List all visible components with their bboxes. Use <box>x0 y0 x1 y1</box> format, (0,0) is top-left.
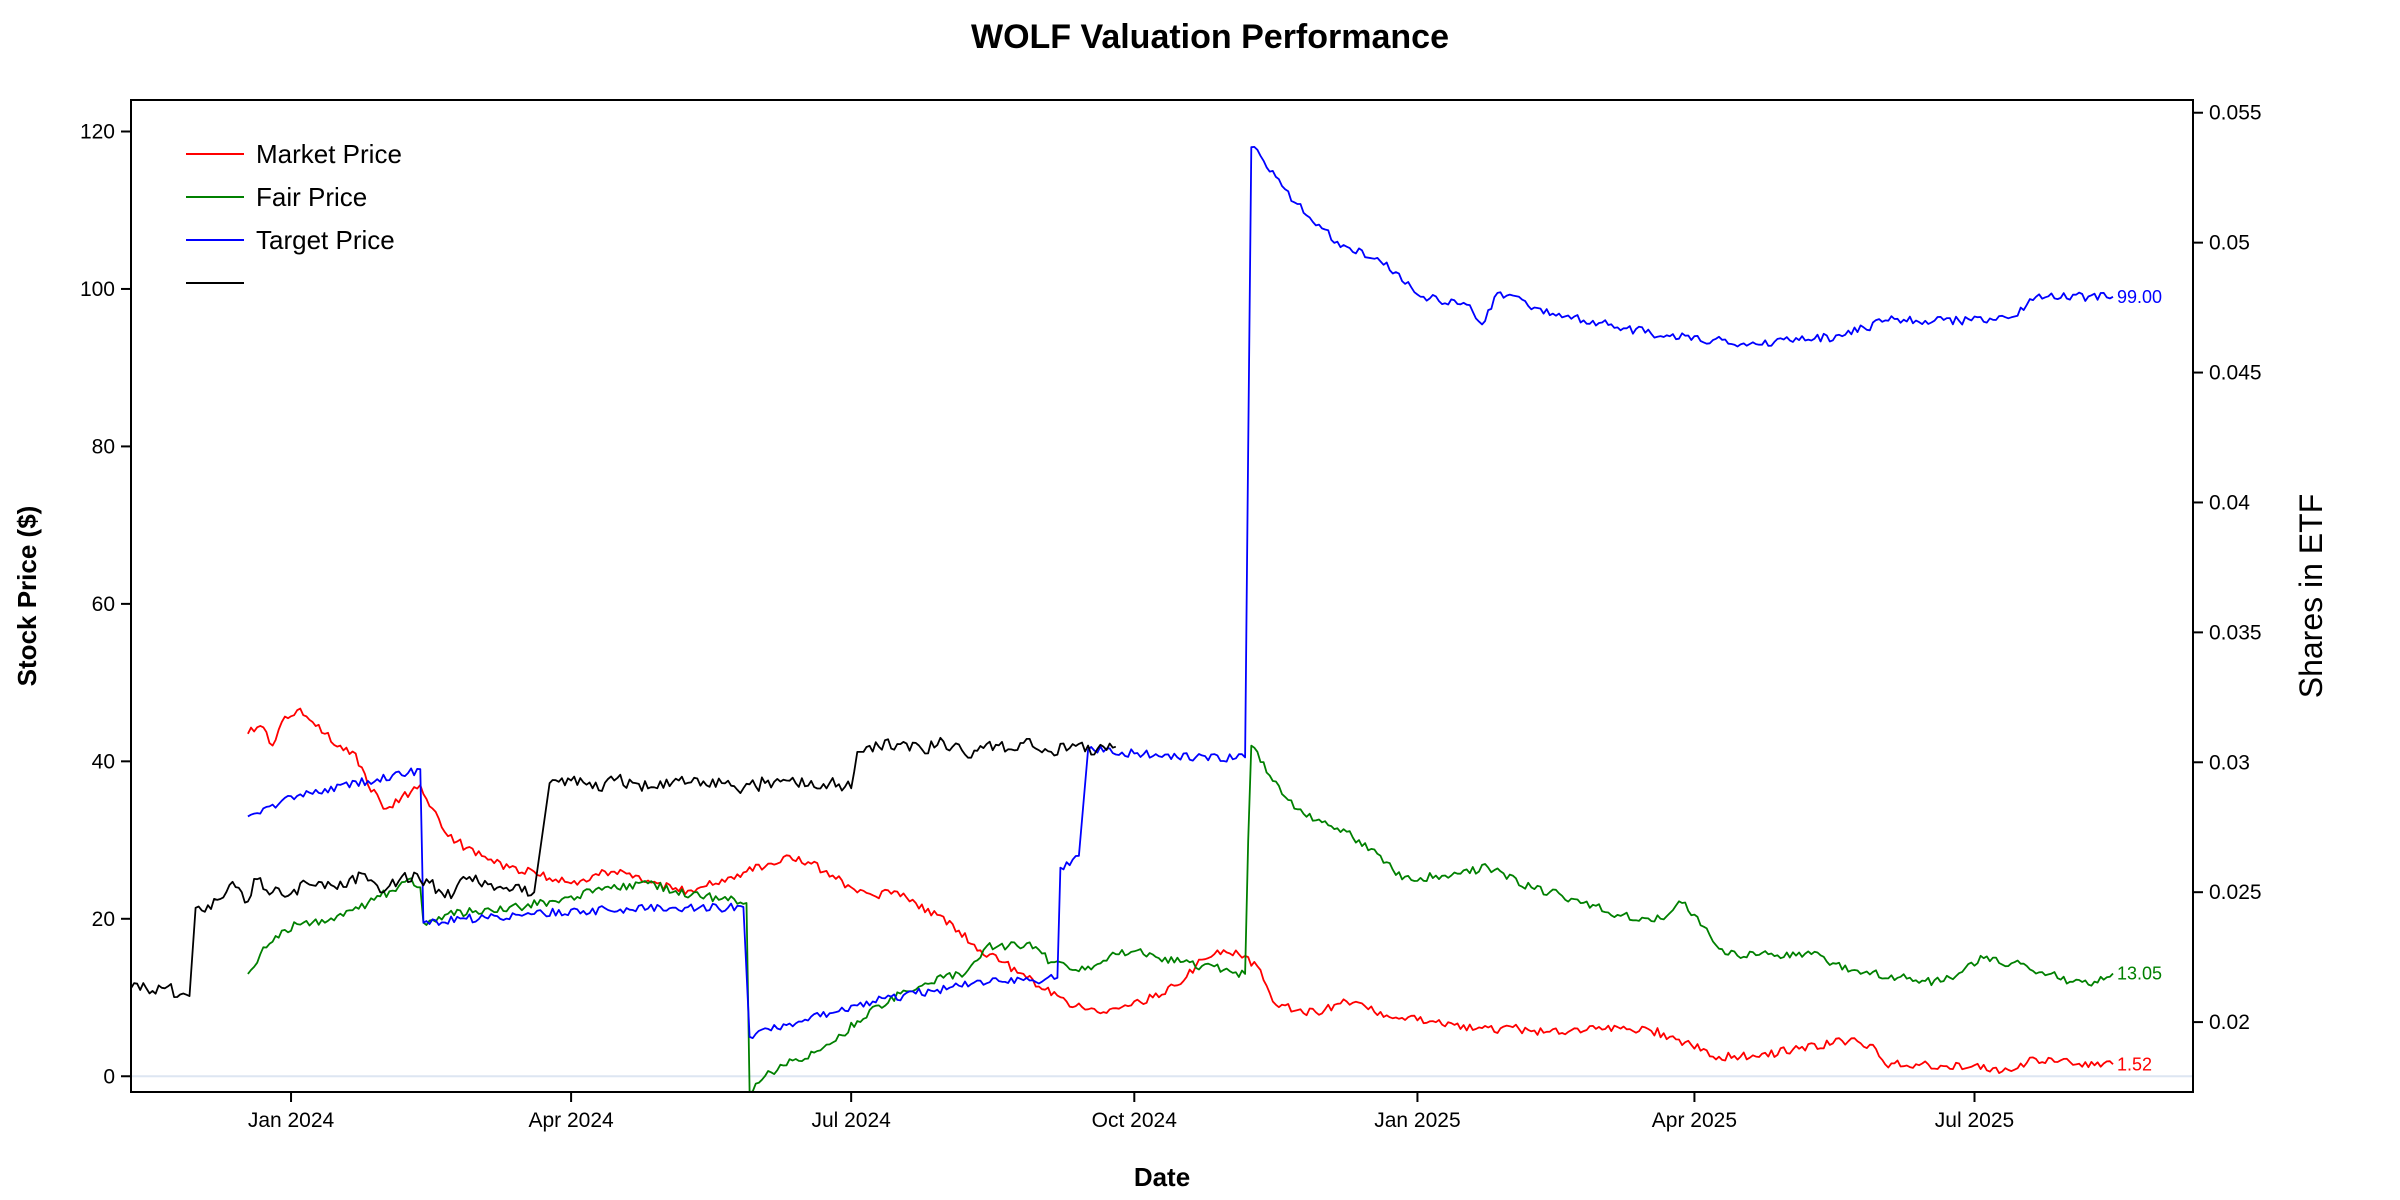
legend-label: Fair Price <box>256 182 367 212</box>
y-tick-label: 120 <box>80 120 115 143</box>
end-label-market-price: 1.52 <box>2117 1054 2152 1074</box>
y2-tick-label: 0.03 <box>2209 751 2250 774</box>
plot-area <box>130 146 2193 1093</box>
y2-tick-label: 0.05 <box>2209 232 2250 255</box>
y-tick-label: 40 <box>92 750 115 773</box>
legend-label: Market Price <box>256 139 402 169</box>
end-labels: 1.52 13.05 99.00 <box>2117 287 2162 1074</box>
y-tick-label: 100 <box>80 278 115 301</box>
x-axis-title: Date <box>1134 1162 1190 1192</box>
y2-tick-label: 0.04 <box>2209 491 2250 514</box>
y2-axis-title: Shares in ETF <box>2293 494 2329 699</box>
legend-label: Target Price <box>256 225 395 255</box>
y-tick-label: 60 <box>92 593 115 616</box>
y2-tick-label: 0.02 <box>2209 1011 2250 1034</box>
x-tick-label: Oct 2024 <box>1092 1109 1178 1132</box>
series-line-market-price <box>247 707 2114 1074</box>
y-tick-label: 80 <box>92 435 115 458</box>
x-tick-label: Jan 2025 <box>1374 1109 1460 1132</box>
y2-tick-label: 0.055 <box>2209 102 2262 125</box>
y2-tick-label: 0.025 <box>2209 881 2262 904</box>
chart-title: WOLF Valuation Performance <box>971 18 1449 56</box>
y-tick-label: 0 <box>103 1065 115 1088</box>
series-line-fair-price <box>247 744 2114 1093</box>
x-tick-label: Jan 2024 <box>248 1109 335 1132</box>
x-tick-label: Jul 2025 <box>1935 1109 2014 1132</box>
x-tick-label: Apr 2024 <box>528 1109 614 1132</box>
end-label-target-price: 99.00 <box>2117 287 2162 307</box>
plot-frame <box>130 99 2194 1093</box>
series-line-target-price <box>247 146 2114 1039</box>
x-tick-label: Jul 2024 <box>811 1109 891 1132</box>
axes: 0 20 40 60 80 100 120 0.02 0.025 0.03 0.035 0.04 0.0… <box>80 102 2262 1132</box>
y-axis-title: Stock Price ($) <box>12 506 42 687</box>
y2-tick-label: 0.035 <box>2209 621 2262 644</box>
x-tick-label: Apr 2025 <box>1652 1109 1737 1132</box>
end-label-fair-price: 13.05 <box>2117 964 2162 984</box>
y2-tick-label: 0.045 <box>2209 362 2262 385</box>
y-tick-label: 20 <box>92 908 115 931</box>
legend: Market Price Fair Price Target Price <box>186 139 402 284</box>
series-line-shares-in-etf <box>130 736 1117 998</box>
